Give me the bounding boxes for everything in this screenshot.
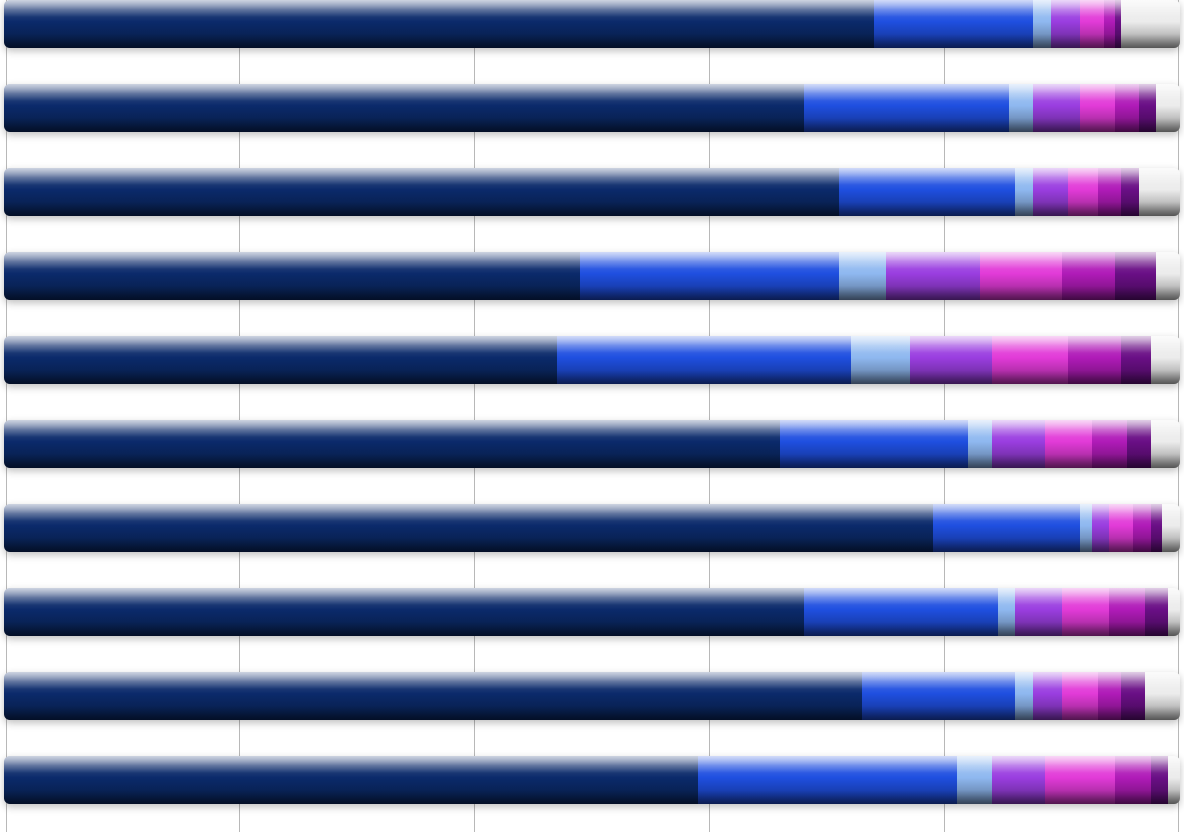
bar-segment: [1080, 504, 1092, 552]
bar-segment: [4, 588, 804, 636]
bar-segment: [1109, 504, 1133, 552]
bar-segment: [4, 672, 862, 720]
bar-segment: [1092, 420, 1127, 468]
bar-segment: [1092, 504, 1110, 552]
bar-segment: [874, 0, 1033, 48]
bar-segment: [1162, 504, 1180, 552]
bar-segment: [1104, 0, 1116, 48]
bar-segment: [1068, 168, 1097, 216]
bar-segment: [1115, 756, 1150, 804]
bar-segment: [1156, 252, 1180, 300]
stacked-bar-row: [4, 84, 1180, 132]
bar-segment: [4, 252, 580, 300]
bar-segment: [804, 84, 1010, 132]
bar-segment: [780, 420, 968, 468]
bar-segment: [1045, 420, 1092, 468]
bar-segment: [1139, 84, 1157, 132]
stacked-bar-row: [4, 756, 1180, 804]
bar-segment: [992, 756, 1045, 804]
bar-segment: [839, 252, 886, 300]
bar-segment: [557, 336, 851, 384]
bar-segment: [1080, 0, 1104, 48]
bar-segment: [1080, 84, 1115, 132]
bar-segment: [1033, 0, 1051, 48]
bar-segment: [886, 252, 980, 300]
bar-segment: [1109, 588, 1144, 636]
bar-segment: [4, 756, 698, 804]
bar-segment: [1015, 588, 1062, 636]
bar-segment: [1033, 168, 1068, 216]
bar-segment: [1045, 756, 1116, 804]
bar-segment: [1015, 168, 1033, 216]
bar-segment: [980, 252, 1062, 300]
bar-segment: [957, 756, 992, 804]
bar-segment: [1115, 84, 1139, 132]
stacked-bar-chart: [0, 0, 1184, 832]
stacked-bar-row: [4, 168, 1180, 216]
bar-segment: [1151, 756, 1169, 804]
bar-segment: [4, 0, 874, 48]
bar-segment: [1121, 336, 1150, 384]
bar-segment: [1098, 672, 1122, 720]
bar-segment: [1127, 420, 1151, 468]
bar-segment: [1151, 336, 1180, 384]
bar-segment: [933, 504, 1080, 552]
stacked-bar-row: [4, 420, 1180, 468]
bar-segment: [1121, 672, 1145, 720]
bar-segment: [851, 336, 910, 384]
bar-segment: [1015, 672, 1033, 720]
bar-segment: [1033, 672, 1062, 720]
bar-segment: [992, 336, 1068, 384]
bar-segment: [1145, 588, 1169, 636]
bar-segment: [804, 588, 998, 636]
stacked-bar-row: [4, 672, 1180, 720]
bar-segment: [4, 504, 933, 552]
stacked-bar-row: [4, 252, 1180, 300]
bar-segment: [992, 420, 1045, 468]
bar-segment: [4, 168, 839, 216]
bar-segment: [698, 756, 957, 804]
stacked-bar-row: [4, 588, 1180, 636]
bar-segment: [1068, 336, 1121, 384]
bar-segment: [4, 84, 804, 132]
stacked-bar-row: [4, 504, 1180, 552]
stacked-bar-row: [4, 0, 1180, 48]
bar-segment: [1121, 168, 1139, 216]
bar-segment: [1098, 168, 1122, 216]
bar-segment: [1062, 672, 1097, 720]
bar-segment: [1151, 420, 1180, 468]
bar-segment: [862, 672, 1015, 720]
bar-segment: [4, 420, 780, 468]
bar-segment: [1062, 588, 1109, 636]
bar-segment: [1168, 756, 1180, 804]
bar-segment: [1151, 504, 1163, 552]
bar-segment: [1115, 252, 1156, 300]
bar-segment: [1009, 84, 1033, 132]
bar-segment: [1133, 504, 1151, 552]
bar-segment: [1051, 0, 1080, 48]
bar-segment: [1145, 672, 1180, 720]
bar-segment: [580, 252, 839, 300]
bar-segment: [4, 336, 557, 384]
stacked-bar-row: [4, 336, 1180, 384]
bar-segment: [1062, 252, 1115, 300]
bar-segment: [1168, 588, 1180, 636]
bar-segment: [1033, 84, 1080, 132]
bar-segment: [839, 168, 1015, 216]
bar-segment: [1121, 0, 1180, 48]
bar-segment: [998, 588, 1016, 636]
bar-segment: [1156, 84, 1180, 132]
bar-segment: [968, 420, 992, 468]
bar-segment: [910, 336, 992, 384]
bar-segment: [1139, 168, 1180, 216]
